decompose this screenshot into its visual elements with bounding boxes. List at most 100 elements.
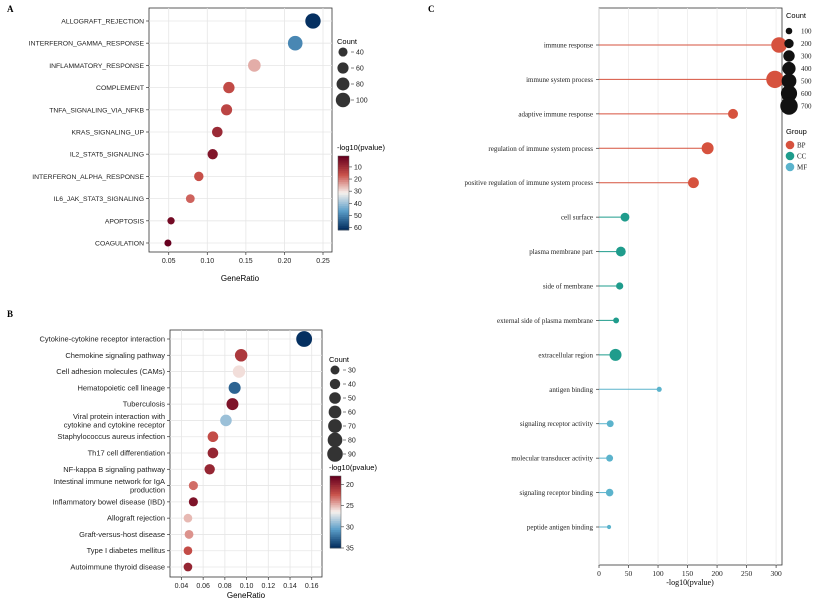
a-colorbar-segment [338, 181, 349, 185]
b-colorbar-segment [330, 542, 341, 545]
c-size-legend-dot [785, 27, 793, 35]
a-category-label-line: APOPTOSIS [105, 218, 145, 225]
c-lollipop-dot [613, 317, 620, 324]
a-dot [207, 149, 218, 160]
b-colorbar-label: 30 [346, 524, 354, 531]
panel-a-dots [164, 13, 321, 247]
a-colorbar-segment [338, 189, 349, 192]
b-dot [204, 464, 215, 475]
a-colorbar-label: 20 [354, 177, 362, 184]
c-category-label: plasma membrane part [529, 248, 593, 256]
panel-label-b: B [7, 309, 13, 319]
a-x-tick-label: 0.10 [200, 258, 214, 265]
c-lollipop-dot [701, 142, 714, 155]
b-colorbar-segment [330, 519, 341, 522]
b-colorbar-segment [330, 528, 341, 531]
b-category-label: Intestinal immune network for IgA product… [54, 477, 165, 495]
b-dot [226, 398, 239, 411]
a-category-label: APOPTOSIS [105, 218, 145, 225]
c-lollipop-dot [609, 348, 622, 361]
c-size-legend-label: 300 [801, 53, 812, 61]
panel-c-group-legend: BP CC MF [785, 140, 807, 172]
c-group-legend-label: MF [797, 164, 807, 172]
b-colorbar-label: 25 [346, 503, 354, 510]
a-colorbar-segment [338, 218, 349, 222]
c-size-legend-label: 400 [801, 65, 812, 73]
c-size-legend-dot [783, 50, 795, 62]
b-size-legend-dot [328, 405, 342, 419]
b-x-tick-label: 0.14 [283, 583, 297, 590]
c-lollipop-dot [620, 212, 630, 222]
b-colorbar-segment [330, 483, 341, 486]
a-category-label-line: ALLOGRAFT_REJECTION [61, 19, 144, 26]
b-colorbar-segment [330, 488, 341, 491]
panel-b-plot-frame [169, 329, 323, 578]
c-category-label: immune response [544, 42, 593, 50]
b-dot [207, 431, 219, 443]
a-colorbar-segment [338, 163, 349, 166]
b-size-legend-label: 90 [348, 452, 356, 459]
panel-b-dotplot: Cytokine-cytokine receptor interaction Ch… [40, 329, 377, 600]
c-x-tick-label: 200 [711, 569, 723, 578]
b-colorbar-segment [330, 504, 341, 507]
b-colorbar-segment [330, 513, 341, 516]
c-size-legend-label: 700 [801, 103, 812, 111]
panel-a-size-legend-title: Count [337, 37, 358, 46]
a-colorbar-segment [338, 180, 349, 183]
panel-label-a: A [7, 4, 14, 14]
c-lollipop-dot [688, 177, 699, 189]
b-colorbar-segment [330, 530, 341, 533]
b-colorbar-frame [329, 475, 342, 549]
b-dot [228, 381, 241, 394]
panel-b-x-ticks: 0.04 0.06 0.08 0.10 0.12 0.14 0.16 [175, 577, 319, 590]
b-size-legend-label: 30 [348, 368, 356, 375]
a-colorbar-segment [338, 211, 349, 214]
a-size-legend-dot [336, 77, 350, 91]
b-category-label: Type I diabetes mellitus [87, 546, 166, 555]
b-dot [183, 546, 193, 556]
b-x-tick-label: 0.10 [240, 583, 254, 590]
a-colorbar-segment [338, 191, 349, 194]
panel-b-category-labels: Cytokine-cytokine receptor interaction Ch… [40, 335, 170, 572]
b-category-label: Inflammatory bowel disease (IBD) [52, 497, 165, 506]
c-x-tick-label: 250 [741, 569, 753, 578]
b-colorbar-segment [330, 515, 341, 518]
a-size-legend-dot [338, 47, 348, 57]
b-size-legend-dot [328, 419, 342, 433]
a-colorbar-segment [338, 178, 349, 181]
panel-b-color-legend-title: -log10(pvalue) [329, 463, 377, 472]
a-colorbar-segment [338, 161, 349, 164]
a-colorbar-segment [338, 167, 349, 170]
a-colorbar-segment [338, 209, 349, 212]
b-category-label-line: cytokine and cytokine receptor [64, 420, 166, 429]
c-x-tick-label: 300 [770, 569, 782, 578]
c-size-legend-dot [780, 97, 798, 115]
c-lollipop-dot [616, 282, 624, 290]
b-category-label: Cell adhesion molecules (CAMs) [56, 367, 165, 376]
a-colorbar-segment [338, 204, 349, 207]
b-colorbar-segment [330, 506, 341, 509]
b-dot [207, 447, 219, 459]
panel-c-plot-frame [598, 7, 783, 566]
b-colorbar-segment [330, 524, 341, 527]
panel-c-group-legend-title: Group [786, 127, 807, 136]
b-colorbar-segment [330, 522, 341, 525]
c-category-label: adaptive immune response [518, 110, 593, 118]
b-colorbar-segment [330, 485, 341, 488]
b-colorbar-segment [330, 497, 341, 500]
a-category-label: INTERFERON_GAMMA_RESPONSE [29, 41, 145, 48]
a-category-label-line: IL2_STAT5_SIGNALING [70, 152, 144, 159]
a-colorbar-segment [338, 217, 349, 220]
a-colorbar-segment [338, 172, 349, 175]
a-colorbar-segment [338, 194, 349, 198]
b-size-legend-label: 70 [348, 424, 356, 431]
panel-b-x-axis-title: GeneRatio [227, 591, 266, 600]
b-category-label-line: Staphylococcus aureus infection [57, 432, 165, 441]
b-colorbar-label: 20 [346, 482, 354, 489]
b-size-legend-dot [330, 365, 340, 375]
c-category-label: immune system process [526, 76, 593, 84]
b-colorbar-segment [330, 490, 341, 493]
b-category-label-line: Th17 cell differentiation [88, 449, 165, 458]
a-colorbar-segment [338, 205, 349, 209]
a-colorbar-label: 40 [354, 201, 362, 208]
